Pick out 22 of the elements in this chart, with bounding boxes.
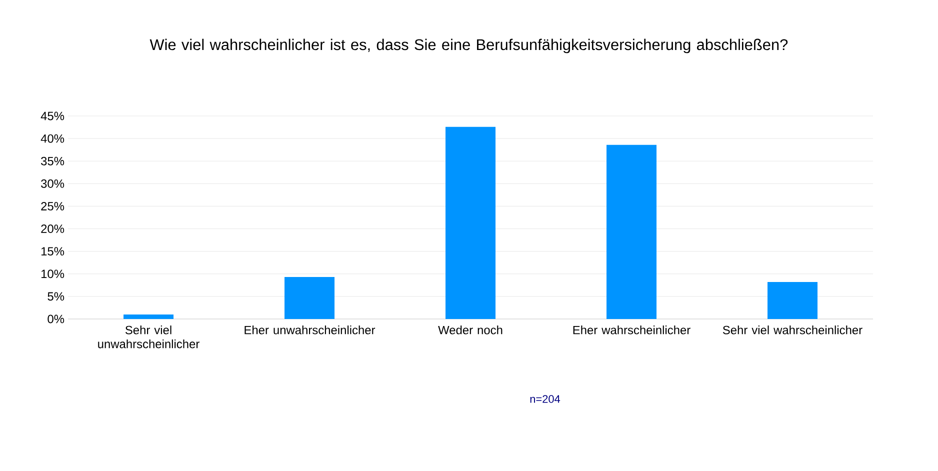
text: n=204 [530, 395, 560, 403]
chart-title: Wie viel wahrscheinlicher ist es, dass Sie eine Berufsunfähigkeitsversicherung abschließen? [150, 38, 788, 54]
x-tick-label: Sehr viel wahrscheinlicher [722, 326, 862, 334]
bar [446, 126, 496, 319]
y-tick-label: 35% [41, 156, 64, 166]
y-tick-label: 15% [41, 247, 64, 256]
y-tick-label: 40% [40, 134, 64, 143]
bar [768, 282, 818, 319]
y-tick-label: 25% [41, 202, 64, 210]
x-tick-label: Eher wahrscheinlicher [573, 326, 690, 334]
y-tick-label: 45% [40, 112, 64, 120]
bar [124, 314, 174, 319]
x-tick-label: Sehr viel unwahrscheinlicher [98, 326, 200, 348]
x-tick-label: Eher unwahrscheinlicher [244, 326, 376, 334]
bar [284, 277, 335, 319]
y-tick-label: 5% [48, 292, 64, 301]
x-tick-label: Weder noch [438, 326, 502, 334]
bar [606, 144, 657, 319]
y-tick-label: 30% [41, 179, 64, 188]
y-tick-label: 10% [41, 270, 64, 278]
y-tick-label: 0% [48, 314, 64, 324]
y-tick-label: 20% [41, 224, 64, 233]
